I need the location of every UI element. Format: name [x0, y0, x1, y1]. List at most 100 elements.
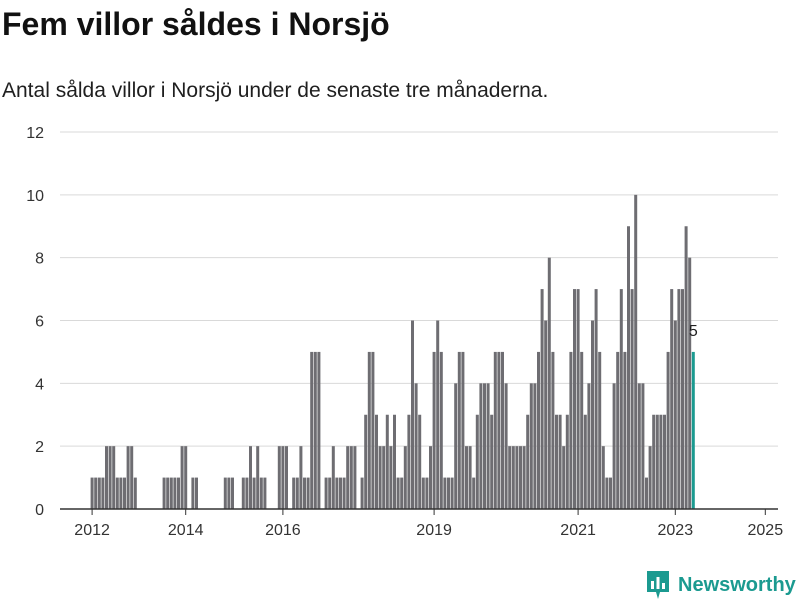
bar: [245, 477, 249, 509]
bar: [105, 446, 108, 509]
bar: [180, 446, 184, 509]
bar: [360, 477, 364, 509]
y-tick-label: 6: [35, 314, 44, 331]
bar: [454, 383, 458, 509]
bar: [303, 477, 306, 509]
bar: [443, 477, 447, 509]
bar: [389, 446, 393, 509]
bar: [263, 477, 267, 509]
bar: [612, 383, 616, 509]
bar: [299, 446, 303, 509]
bar: [306, 477, 310, 509]
highlight-value-label: 5: [689, 323, 698, 340]
chart-title: Fem villor såldes i Norsjö: [2, 6, 390, 42]
bar: [688, 257, 692, 509]
bar: [281, 446, 285, 509]
bar: [565, 414, 569, 509]
bar: [465, 446, 468, 509]
bar: [504, 383, 508, 509]
bar: [94, 477, 98, 509]
bar: [191, 477, 195, 509]
bar: [659, 414, 663, 509]
bar: [227, 477, 231, 509]
bar: [126, 446, 130, 509]
bar: [112, 446, 116, 509]
bar: [630, 289, 634, 509]
bar: [133, 477, 137, 509]
bar: [249, 446, 252, 509]
bar: [637, 383, 641, 509]
bar: [457, 351, 461, 509]
chart-subtitle: Antal sålda villor i Norsjö under de sen…: [2, 79, 549, 102]
bar: [277, 446, 281, 509]
bar: [97, 477, 101, 509]
bar: [634, 194, 638, 510]
bar: [439, 351, 443, 509]
bar: [184, 446, 188, 509]
brand-name: Newsworthy: [678, 573, 796, 596]
bar: [670, 289, 674, 509]
bar: [666, 351, 670, 509]
bar: [295, 477, 299, 509]
bar: [583, 414, 587, 509]
y-tick-label: 2: [35, 439, 44, 456]
bar: [655, 414, 659, 509]
bar: [522, 446, 526, 509]
y-tick-label: 12: [26, 125, 44, 142]
bar: [252, 477, 256, 509]
y-tick-label: 4: [35, 376, 44, 393]
bar: [403, 446, 407, 509]
bar: [339, 477, 342, 509]
bar: [342, 477, 346, 509]
bar: [472, 477, 476, 509]
bar: [231, 477, 234, 509]
y-tick-label: 8: [35, 251, 44, 268]
bar: [623, 351, 627, 509]
bar: [447, 477, 450, 509]
x-tick-label: 2016: [265, 522, 301, 539]
bar: [385, 414, 389, 509]
bar: [645, 477, 648, 509]
bar: [519, 446, 522, 509]
bar: [346, 446, 350, 509]
bar: [619, 289, 623, 509]
bar: [497, 351, 501, 509]
bar: [677, 289, 681, 509]
bar: [529, 383, 533, 509]
bar: [479, 383, 483, 509]
bar: [375, 414, 378, 509]
bar: [328, 477, 332, 509]
bar: [652, 414, 656, 509]
bar: [407, 414, 411, 509]
bar: [364, 414, 368, 509]
bar: [663, 414, 666, 509]
y-tick-label: 0: [35, 502, 44, 519]
bar: [425, 477, 429, 509]
bar: [641, 383, 645, 509]
bar: [515, 446, 519, 509]
bar: [475, 414, 479, 509]
bar: [310, 351, 314, 509]
bar: [123, 477, 126, 509]
bar: [223, 477, 227, 509]
bar: [108, 446, 112, 509]
bar: [508, 446, 512, 509]
bar: [292, 477, 296, 509]
bar: [594, 289, 598, 509]
bar: [558, 414, 562, 509]
bar: [400, 477, 404, 509]
bar: [601, 446, 605, 509]
bar: [537, 351, 540, 509]
bar: [490, 414, 494, 509]
bar: [166, 477, 170, 509]
bar: [684, 226, 688, 509]
bar: [353, 446, 357, 509]
bar: [418, 414, 422, 509]
bar: [382, 446, 386, 509]
bar: [461, 351, 465, 509]
bar: [241, 477, 245, 509]
bar: [429, 446, 432, 509]
bar: [555, 414, 558, 509]
bar: [130, 446, 134, 509]
